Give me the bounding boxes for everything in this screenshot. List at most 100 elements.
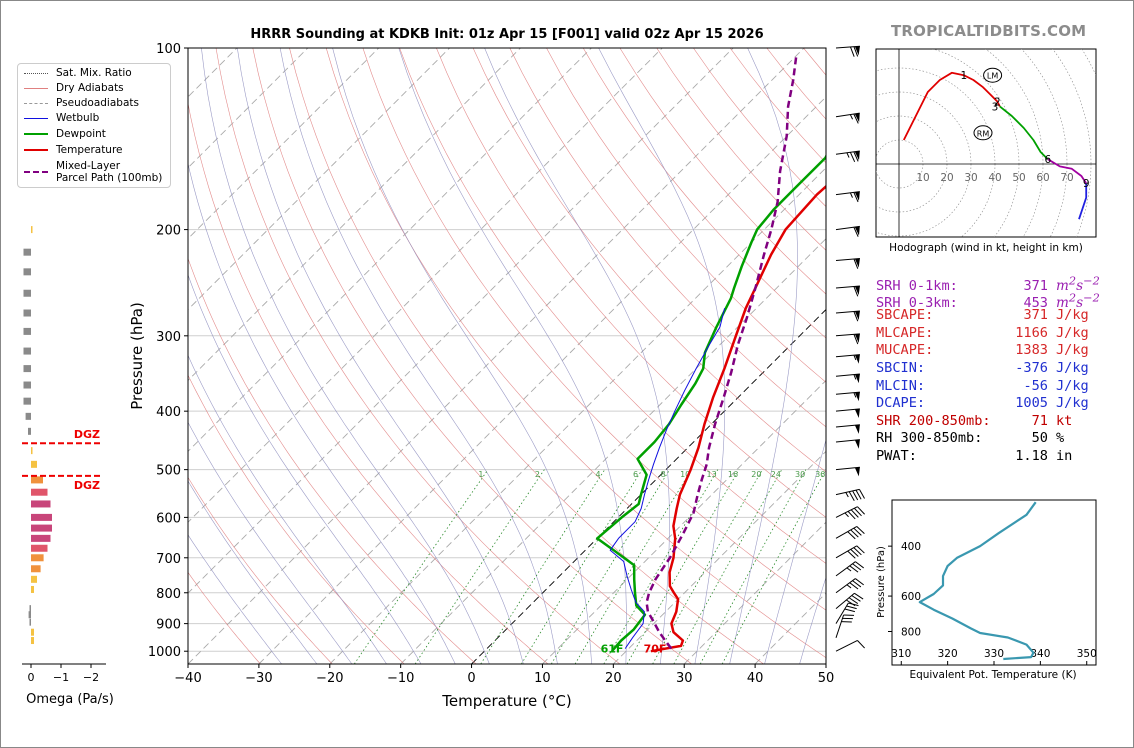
dry-adiabat [188, 374, 405, 664]
y-tick-label: 600 [156, 511, 181, 526]
omega-bar [31, 524, 52, 532]
barb-full [853, 258, 859, 269]
omega-bar [29, 605, 31, 613]
stat-unit: m2s−2 [1056, 290, 1100, 312]
barb-full [852, 563, 862, 571]
x-tick-label: −30 [245, 671, 272, 686]
hodograph-caption: Hodograph (wind in kt, height in km) [889, 242, 1083, 254]
barb-full [853, 113, 859, 124]
omega-bar [23, 309, 31, 317]
barb-full [853, 192, 859, 203]
isotherm [258, 96, 826, 664]
wind-barb [835, 333, 860, 345]
omega-bar [23, 365, 31, 373]
surface-temperature-label: 70F [644, 643, 667, 656]
stat-unit: kt [1056, 412, 1073, 429]
stat-label: SBCIN: [876, 359, 926, 376]
legend: Sat. Mix. Ratio Dry Adiabats Pseudoadiab… [17, 63, 171, 188]
brand-watermark: TROPICALTIDBITS.COM [891, 22, 1087, 40]
x-tick-label: −40 [174, 671, 201, 686]
stat-label: MLCAPE: [876, 324, 934, 341]
stat-row: SRH 0-1km: 371 m2s−2 [876, 272, 1126, 294]
dgz-label: DGZ [74, 479, 100, 492]
omega-bar [31, 226, 33, 234]
dry-adiabat [215, 48, 621, 664]
stat-row: SHR 200-850mb: 71 kt [876, 413, 1126, 431]
omega-bar [31, 637, 34, 645]
dry-adiabat [188, 476, 333, 664]
theta-e-ytick-label: 400 [901, 541, 921, 553]
barb-full [851, 595, 861, 602]
theta-e-ylabel: Pressure (hPa) [876, 546, 887, 618]
theta-e-inner [918, 501, 1037, 661]
mixing-ratio-line [699, 469, 807, 664]
skewt-ylabel: Pressure (hPa) [128, 302, 146, 410]
barb-full [852, 490, 859, 501]
omega-panel: 0 −1 −2 DGZ DGZ [22, 113, 106, 684]
stat-unit: in [1056, 447, 1073, 464]
barb-flag [854, 467, 860, 477]
legend-item-dry: Dry Adiabats [24, 81, 124, 95]
dry-adiabat [399, 48, 826, 564]
barb-full [853, 311, 859, 322]
isotherm [188, 48, 521, 382]
y-tick-label: 800 [156, 587, 181, 602]
legend-label: Dewpoint [56, 128, 106, 140]
barb-full [849, 46, 855, 57]
barb-staff [835, 545, 858, 559]
hodograph-height-label: 1 [960, 70, 967, 82]
barb-full [853, 286, 859, 297]
mixing-ratio-line [353, 469, 489, 664]
chart-title: HRRR Sounding at KDKB Init: 01z Apr 15 [… [250, 27, 764, 42]
barb-flag [854, 258, 860, 268]
omega-xlabel: Omega (Pa/s) [26, 692, 114, 707]
omega-bar [31, 460, 37, 468]
mixing-ratio-line [652, 469, 763, 664]
theta-e-panel: 310 320 330 340 350 400 600 800 [888, 499, 1097, 666]
barb-staff [835, 310, 860, 314]
skewt-background-lines: 1 2 4 6 8 10 13 16 20 24 30 36 [188, 48, 826, 664]
barb-staff [835, 614, 845, 638]
legend-swatch [24, 149, 48, 151]
barb-half [853, 392, 857, 398]
x-tick-label: 0 [467, 671, 475, 686]
isotherm [613, 450, 826, 664]
stat-row: MLCIN: -56 J/kg [876, 378, 1126, 396]
hodograph-marker [973, 125, 993, 141]
omega-bar [31, 500, 51, 508]
theta-e-ytick-label: 600 [901, 591, 921, 603]
legend-item-wetbulb: Wetbulb [24, 111, 99, 125]
theta-e-xtick-label: 320 [938, 648, 958, 660]
barb-flag [854, 151, 860, 161]
omega-bar [31, 534, 51, 542]
stat-row: SBCIN: -376 J/kg [876, 360, 1126, 378]
pseudoadiabat [188, 480, 318, 664]
stat-value: 50 [1031, 430, 1048, 447]
wind-barb [835, 561, 864, 577]
wind-barb [835, 614, 855, 638]
barb-full [847, 550, 856, 559]
barb-staff [835, 561, 856, 577]
barb-staff [835, 488, 860, 496]
wind-barb [835, 257, 860, 269]
x-tick-label: 50 [818, 671, 835, 686]
barb-half [845, 492, 849, 498]
mixing-ratio-line [521, 469, 643, 664]
omega-bar [23, 248, 31, 256]
barb-full [856, 526, 865, 535]
theta-e-xtick-label: 310 [891, 648, 911, 660]
barb-half [853, 374, 857, 380]
omega-bar [23, 381, 31, 389]
wind-barb [835, 545, 865, 559]
legend-item-dewpoint: Dewpoint [24, 127, 106, 141]
pseudoadiabat [188, 273, 422, 664]
stat-label: MUCAPE: [876, 342, 934, 359]
pseudoadiabat [279, 48, 558, 664]
legend-label: Dry Adiabats [56, 82, 124, 94]
mixing-ratio-label: 16 [728, 470, 738, 479]
barb-flag [854, 424, 860, 434]
barb-half [846, 152, 850, 158]
barb-half [846, 567, 852, 572]
isotherm [683, 521, 826, 664]
theta-e-xtick-label: 340 [1030, 648, 1050, 660]
